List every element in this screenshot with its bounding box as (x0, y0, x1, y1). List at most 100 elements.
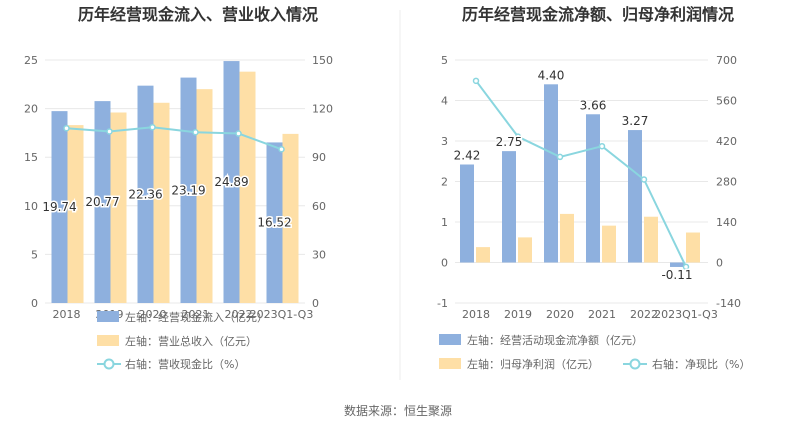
bar-secondary (282, 133, 299, 303)
data-label: 20.77 (85, 195, 119, 209)
bar-secondary (560, 213, 574, 263)
data-label: 4.40 (538, 68, 565, 82)
chart-net-cashflow-net-profit: 历年经营现金流净额、归母净利润情况 -1 0 1 2 3 4 5 -140 0 140 280 4 2… (437, 5, 750, 371)
x-axis-tick-label: 2021 (588, 308, 616, 321)
legend-marker-ratio (103, 358, 115, 370)
legend-label-net-profit: 左轴：归母净利润（亿元） (467, 357, 599, 371)
legend-swatch-net-profit (439, 358, 461, 369)
left-axis-tick-label: 1 (441, 216, 448, 229)
grid-lines (45, 59, 305, 304)
right-axis-tick-label: -140 (716, 297, 741, 310)
x-axis-tick-label: 2020 (139, 308, 167, 321)
legend: 左轴：经营现金流入（亿元） 左轴：营业总收入（亿元） 右轴：营收现金比（%） (97, 310, 268, 371)
bar-secondary (153, 102, 170, 303)
right-axis-tick-label: 150 (312, 54, 333, 67)
ratio-line (472, 77, 690, 271)
bar-secondary (110, 112, 127, 303)
data-label: 3.66 (580, 98, 607, 112)
ratio-line-point (192, 129, 199, 136)
data-label: 24.89 (214, 175, 248, 189)
left-axis-tick-label: 0 (441, 257, 448, 270)
bar-secondary (518, 237, 532, 263)
left-axis-ticks: 0 5 10 15 20 25 (24, 54, 38, 310)
bar-primary (670, 262, 684, 267)
ratio-line-point (235, 130, 242, 137)
data-label: 22.36 (128, 187, 162, 201)
ratio-line-point (598, 142, 606, 150)
legend-label-inflow: 左轴：经营现金流入（亿元） (125, 310, 268, 324)
bar-primary (266, 142, 283, 303)
data-label: -0.11 (661, 268, 692, 282)
bar-primary (460, 164, 474, 263)
grid-lines (455, 59, 708, 304)
bar-primary (137, 85, 154, 303)
ratio-line-point (472, 77, 480, 85)
data-label: 2.42 (454, 148, 481, 162)
ratio-line (63, 123, 285, 153)
left-axis-tick-label: 5 (441, 54, 448, 67)
left-axis-tick-label: -1 (437, 297, 448, 310)
left-axis-tick-label: 3 (441, 135, 448, 148)
right-axis-tick-label: 60 (312, 200, 326, 213)
left-axis-tick-label: 15 (24, 151, 38, 164)
x-axis-tick-label: 2022 (225, 308, 253, 321)
right-axis-tick-label: 30 (312, 248, 326, 261)
left-axis-tick-label: 10 (24, 200, 38, 213)
left-axis-tick-label: 4 (441, 95, 448, 108)
ratio-line-point (682, 263, 690, 271)
x-axis-tick-label: 2019 (504, 308, 532, 321)
legend-label-revenue: 左轴：营业总收入（亿元） (125, 334, 257, 348)
bar-primary (628, 130, 642, 263)
ratio-line-point (556, 153, 564, 161)
bar-primary (586, 114, 600, 263)
ratio-line-path (66, 126, 282, 151)
x-axis-tick-label: 2023Q1-Q3 (250, 308, 314, 321)
right-axis-tick-label: 90 (312, 151, 326, 164)
ratio-line-point (278, 146, 285, 153)
right-axis-ticks: 0 30 60 90 120 150 (312, 54, 333, 310)
right-axis-tick-label: 0 (716, 257, 723, 270)
bar-secondary (239, 71, 256, 303)
legend-label-ratio: 右轴：净现比（%） (652, 357, 750, 371)
legend-item-ratio: 右轴：营收现金比（%） (97, 357, 245, 371)
x-axis-tick-label: 2022 (630, 308, 658, 321)
legend-item-revenue: 左轴：营业总收入（亿元） (97, 334, 257, 348)
x-axis-tick-label: 2020 (546, 308, 574, 321)
right-axis-tick-label: 140 (716, 216, 737, 229)
data-label: 23.19 (171, 183, 205, 197)
bar-secondary (67, 125, 84, 304)
right-axis-tick-label: 280 (716, 176, 737, 189)
bar-primary (544, 84, 558, 263)
left-axis-ticks: -1 0 1 2 3 4 5 (437, 54, 448, 310)
ratio-line-point (514, 133, 522, 140)
legend-label-ratio: 右轴：营收现金比（%） (125, 357, 245, 371)
chart-cashflow-inflow-revenue: 历年经营现金流入、营业收入情况 0 5 10 15 20 25 0 30 60 90 120 150… (24, 5, 333, 371)
ratio-line-point (149, 123, 156, 131)
left-axis-tick-label: 5 (31, 248, 38, 261)
legend-item-ratio: 右轴：净现比（%） (623, 357, 750, 371)
data-labels: 19.74 20.77 22.36 23.19 24.89 16.52 (41, 174, 293, 232)
x-axis-tick-label: 2018 (462, 308, 490, 321)
bar-primary (94, 101, 111, 303)
bars (51, 61, 299, 304)
left-axis-tick-label: 25 (24, 54, 38, 67)
ratio-line-path (475, 80, 687, 268)
legend-label-net-cashflow: 左轴：经营活动现金流净额（亿元） (467, 333, 643, 347)
left-axis-tick-label: 0 (31, 297, 38, 310)
right-axis-tick-label: 0 (312, 297, 319, 310)
chart-title: 历年经营现金流净额、归母净利润情况 (462, 5, 734, 24)
legend-item-net-profit: 左轴：归母净利润（亿元） (439, 357, 599, 371)
x-axis-tick-label: 2023Q1-Q3 (654, 308, 718, 321)
bar-secondary (476, 247, 490, 263)
x-axis-tick-label: 2021 (182, 308, 210, 321)
bar-secondary (196, 89, 213, 303)
ratio-line-point (63, 124, 70, 132)
chart-title: 历年经营现金流入、营业收入情况 (78, 5, 318, 24)
bar-primary (51, 111, 68, 303)
bar-secondary (686, 232, 700, 263)
left-axis-tick-label: 2 (441, 176, 448, 189)
right-axis-tick-label: 120 (312, 103, 333, 116)
data-label: 3.27 (622, 114, 649, 128)
